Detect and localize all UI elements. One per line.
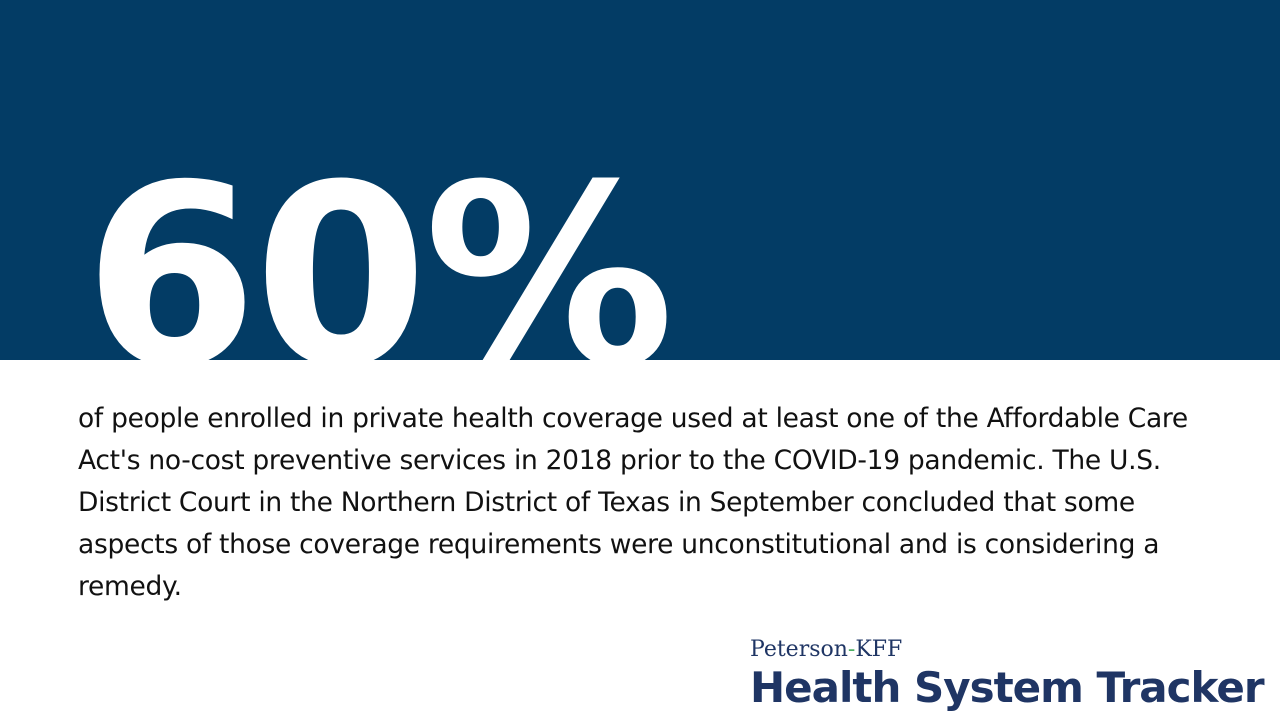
- stat-description: of people enrolled in private health cov…: [78, 403, 1188, 602]
- logo-dash: -: [847, 637, 856, 662]
- logo-peterson: Peterson: [750, 637, 848, 662]
- logo-org-name: Peterson-KFF: [750, 636, 1264, 664]
- stat-banner: 60%: [0, 0, 1280, 360]
- big-stat-value: 60%: [84, 131, 674, 361]
- peterson-kff-logo: Peterson-KFF Health System Tracker: [750, 636, 1265, 712]
- logo-kff: KFF: [855, 637, 903, 662]
- logo-title: Health System Tracker: [750, 663, 1265, 712]
